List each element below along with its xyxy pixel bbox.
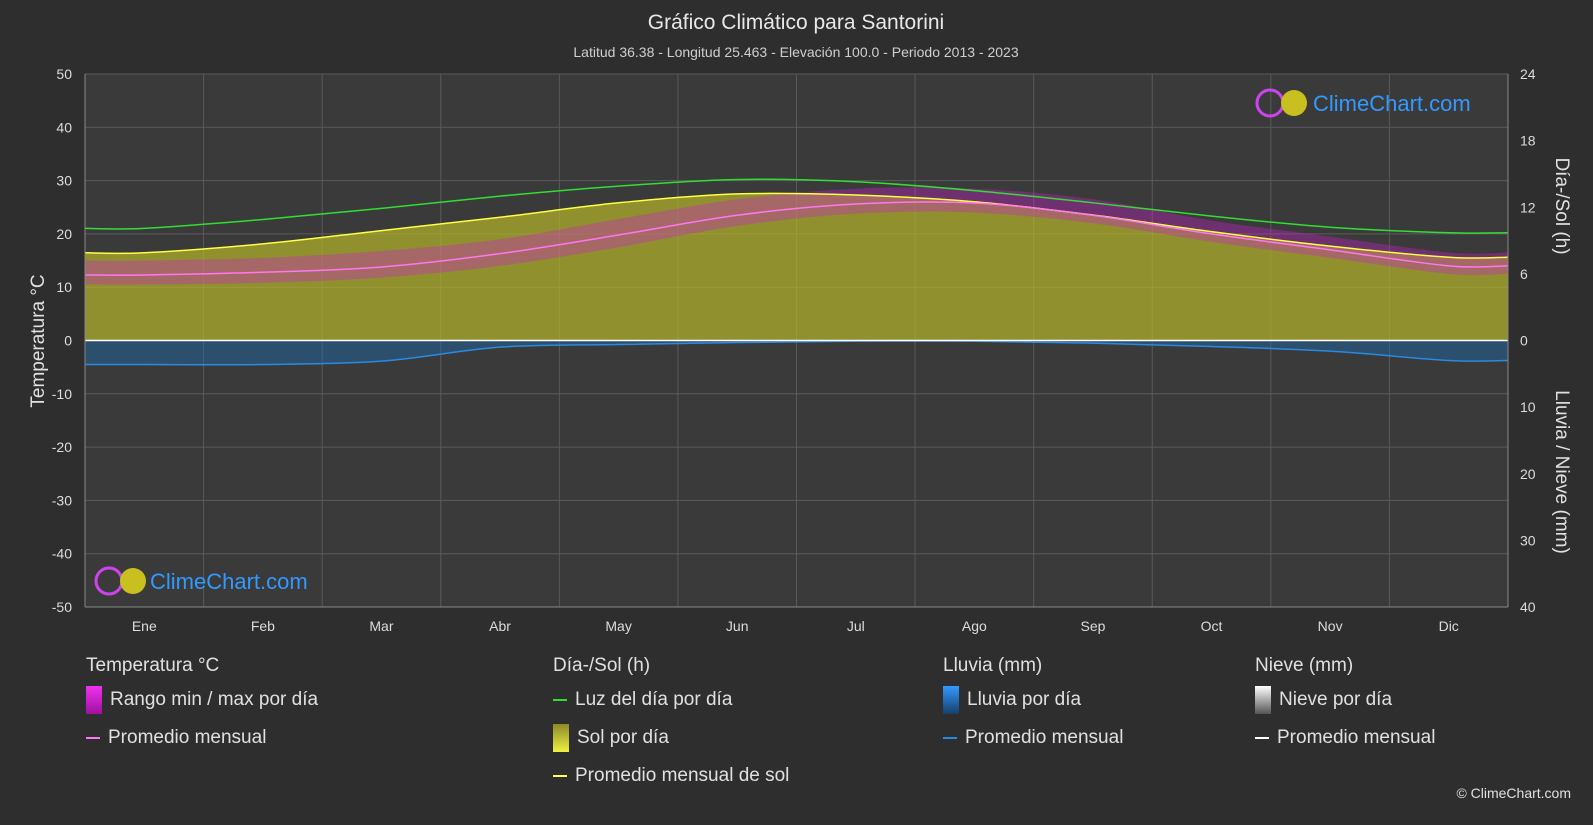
x-tick-label: Ago [962, 618, 987, 634]
white-line-icon [1255, 737, 1269, 739]
legend-item-snow-day: Nieve por día [1255, 681, 1435, 719]
magenta-swatch-icon [86, 686, 102, 714]
y-left-tick-label: 40 [56, 119, 72, 135]
legend-item-temp-avg: Promedio mensual [86, 719, 318, 757]
y-right-bottom-tick-label: 10 [1520, 399, 1536, 415]
legend-label: Promedio mensual [965, 727, 1124, 748]
legend-label: Promedio mensual de sol [575, 765, 790, 786]
legend-title: Temperatura °C [86, 655, 220, 676]
legend-item-rain-avg: Promedio mensual [943, 719, 1123, 757]
y-axis-right-top-label: Día-/Sol (h) [1551, 157, 1572, 254]
logo-globe-icon [1281, 90, 1307, 116]
chart-title: Gráfico Climático para Santorini [648, 11, 944, 34]
legend-item-sunshine: Sol por día [553, 719, 789, 757]
x-tick-label: Nov [1318, 618, 1343, 634]
x-tick-label: Feb [251, 618, 275, 634]
chart-subtitle: Latitud 36.38 - Longitud 25.463 - Elevac… [573, 44, 1018, 60]
y-right-bottom-tick-label: 40 [1520, 599, 1536, 615]
blue-line-icon [943, 737, 957, 739]
white-swatch-icon [1255, 686, 1271, 714]
y-right-bottom-tick-label: 20 [1520, 466, 1536, 482]
y-right-top-tick-label: 18 [1520, 133, 1536, 149]
brand-logo-top[interactable]: ClimeChart.com [1255, 88, 1471, 118]
x-tick-label: Sep [1080, 618, 1105, 634]
x-tick-label: Mar [369, 618, 393, 634]
legend-title: Día-/Sol (h) [553, 655, 651, 676]
brand-name-bottom: ClimeChart.com [150, 569, 308, 594]
brand-name-top: ClimeChart.com [1313, 91, 1471, 116]
sunshine-avg-line [84, 192, 1509, 259]
temperature-avg-line [84, 201, 1509, 276]
y-left-tick-label: 50 [56, 66, 72, 82]
legend-title: Lluvia (mm) [943, 655, 1043, 676]
legend-label: Lluvia por día [967, 689, 1082, 710]
y-axis-right-bottom-label: Lluvia / Nieve (mm) [1551, 390, 1572, 554]
yellow-line-icon [553, 775, 567, 777]
legend-label: Luz del día por día [575, 689, 733, 710]
legend-label: Nieve por día [1279, 689, 1393, 710]
x-tick-label: Ene [132, 618, 157, 634]
data-marks [84, 178, 1509, 366]
y-right-bottom-tick-label: 30 [1520, 532, 1536, 548]
blue-swatch-icon [943, 686, 959, 714]
legend-item-temp-range: Rango min / max por día [86, 681, 318, 719]
y-left-tick-label: 30 [56, 173, 72, 189]
legend-group-temperature: Temperatura °C Rango min / max por día P… [86, 655, 318, 757]
legend-item-snow-avg: Promedio mensual [1255, 719, 1435, 757]
legend-label: Promedio mensual [108, 727, 267, 748]
y-left-tick-label: -30 [52, 492, 72, 508]
y-right-top-tick-label: 12 [1520, 199, 1536, 215]
y-left-tick-label: -50 [52, 599, 72, 615]
sunshine-area [85, 193, 1508, 341]
legend-item-sun-avg: Promedio mensual de sol [553, 757, 789, 795]
brand-logo-bottom[interactable]: ClimeChart.com [94, 566, 308, 596]
legend-item-rain-day: Lluvia por día [943, 681, 1123, 719]
copyright: © ClimeChart.com [1456, 785, 1571, 801]
y-left-tick-label: -40 [52, 546, 72, 562]
x-tick-label: Jun [726, 618, 749, 634]
legend-label: Promedio mensual [1277, 727, 1436, 748]
axes: 50 40 30 20 10 0 -10 -20 -30 -40 -50 24 18 12 6 0 10 20 30… [52, 66, 1536, 634]
x-tick-label: Abr [489, 618, 511, 634]
y-left-tick-label: 0 [64, 333, 72, 349]
x-tick-label: Oct [1201, 618, 1223, 634]
yellow-swatch-icon [553, 724, 569, 752]
rain-avg-line [84, 340, 1509, 366]
logo-globe-icon [120, 568, 146, 594]
pink-line-icon [86, 737, 100, 739]
legend: Temperatura °C Rango min / max por día P… [0, 655, 1593, 825]
y-axis-left-label: Temperatura °C [28, 274, 49, 407]
y-left-tick-label: 10 [56, 279, 72, 295]
legend-item-daylight: Luz del día por día [553, 681, 789, 719]
y-right-top-tick-label: 24 [1520, 66, 1536, 82]
y-right-top-tick-label: 0 [1520, 333, 1528, 349]
legend-group-snow: Nieve (mm) Nieve por día Promedio mensua… [1255, 655, 1435, 757]
y-left-tick-label: 20 [56, 226, 72, 242]
y-right-top-tick-label: 6 [1520, 266, 1528, 282]
climate-chart: Gráfico Climático para Santorini Latitud… [28, 11, 1572, 634]
x-tick-label: Jul [847, 618, 865, 634]
legend-title: Nieve (mm) [1255, 655, 1354, 676]
y-left-tick-label: -20 [52, 439, 72, 455]
daylight-line [84, 178, 1509, 234]
legend-group-rain: Lluvia (mm) Lluvia por día Promedio mens… [943, 655, 1123, 757]
legend-label: Sol por día [577, 727, 669, 748]
legend-label: Rango min / max por día [110, 689, 319, 710]
x-tick-label: Dic [1439, 618, 1459, 634]
temperature-range-band [85, 187, 1508, 285]
y-left-tick-label: -10 [52, 386, 72, 402]
green-line-icon [553, 699, 567, 701]
legend-group-sun: Día-/Sol (h) Luz del día por día Sol por… [553, 655, 789, 795]
rain-area [85, 340, 1508, 365]
x-tick-label: May [605, 618, 631, 634]
